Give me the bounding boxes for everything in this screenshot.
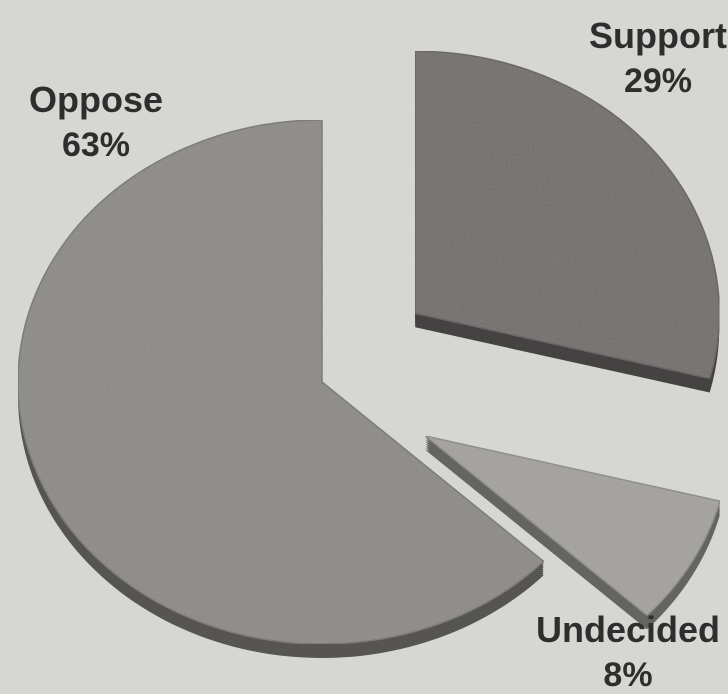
slice-value-oppose: 63% xyxy=(62,126,130,164)
slice-value-undecided: 8% xyxy=(603,656,652,694)
pie-slices xyxy=(17,50,721,658)
slice-label-oppose: Oppose xyxy=(29,79,163,120)
slice-value-support: 29% xyxy=(624,62,692,100)
slice-label-undecided: Undecided xyxy=(536,609,720,650)
slice-label-support: Support xyxy=(589,15,727,56)
pie-labels: Oppose 63% Support 29% Undecided 8% xyxy=(29,15,727,694)
slice-undecided xyxy=(424,435,721,617)
slice-oppose xyxy=(17,119,545,645)
slice-support xyxy=(414,50,720,380)
